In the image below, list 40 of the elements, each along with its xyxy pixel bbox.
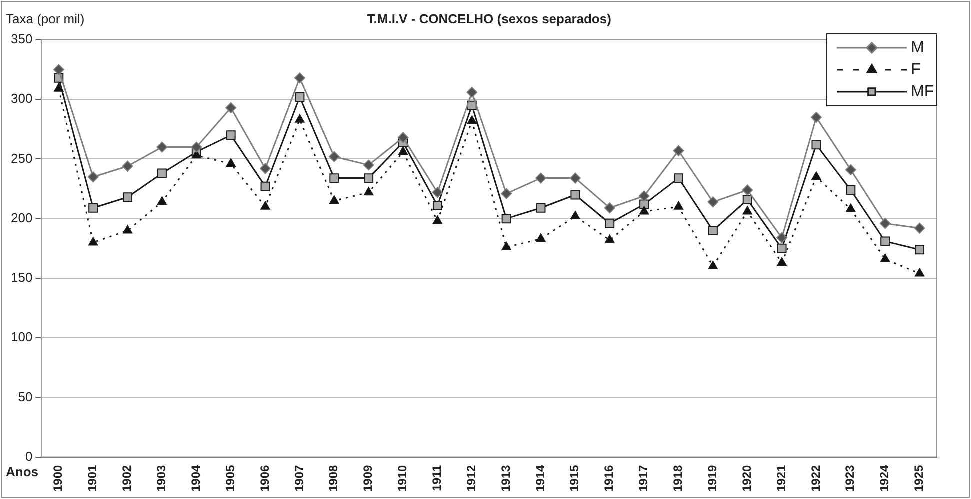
x-tick-label: 1910 [396, 464, 410, 492]
x-tick-label: 1915 [568, 464, 582, 492]
x-tick-label: 1923 [843, 464, 858, 492]
x-tick-label: 1911 [430, 464, 444, 492]
x-tick-label: 1913 [498, 464, 513, 492]
x-tick-label: 1904 [188, 464, 203, 492]
y-tick-label: 250 [10, 150, 33, 166]
x-tick-label: 1902 [120, 464, 134, 492]
y-axis-title: Taxa (por mil) [6, 12, 85, 27]
x-tick-label: 1914 [533, 464, 548, 492]
y-tick-label: 0 [25, 448, 33, 464]
legend-label: F [911, 61, 921, 78]
x-tick-label: 1918 [671, 464, 686, 492]
x-tick-label: 1919 [705, 464, 720, 492]
x-axis-title: Anos [6, 464, 38, 480]
x-tick-label: 1901 [86, 464, 100, 492]
x-tick-label: 1917 [636, 464, 651, 492]
x-tick-label: 1906 [258, 464, 272, 492]
x-tick-label: 1907 [292, 464, 306, 492]
y-tick-label: 150 [10, 270, 33, 286]
x-tick-label: 1903 [154, 464, 169, 492]
x-tick-label: 1905 [223, 464, 238, 492]
chart-title: T.M.I.V - CONCELHO (sexos separados) [367, 12, 612, 27]
y-tick-label: 350 [10, 32, 33, 47]
x-tick-label: 1922 [808, 464, 823, 492]
x-tick-label: 1924 [878, 464, 892, 492]
y-tick-label: 100 [10, 330, 33, 345]
legend-label: MF [911, 83, 934, 100]
x-tick-label: 1912 [464, 464, 478, 492]
y-tick-label: 300 [10, 91, 33, 106]
x-tick-label: 1916 [602, 464, 616, 492]
x-tick-label: 1920 [740, 464, 754, 492]
x-tick-label: 1925 [912, 464, 926, 492]
x-tick-label: 1908 [326, 464, 341, 492]
y-tick-label: 200 [10, 210, 33, 226]
x-tick-label: 1921 [774, 464, 788, 492]
y-tick-label: 50 [18, 389, 33, 404]
x-tick-label: 1900 [51, 464, 66, 492]
legend-label: M [911, 39, 924, 56]
x-tick-label: 1909 [361, 464, 376, 492]
